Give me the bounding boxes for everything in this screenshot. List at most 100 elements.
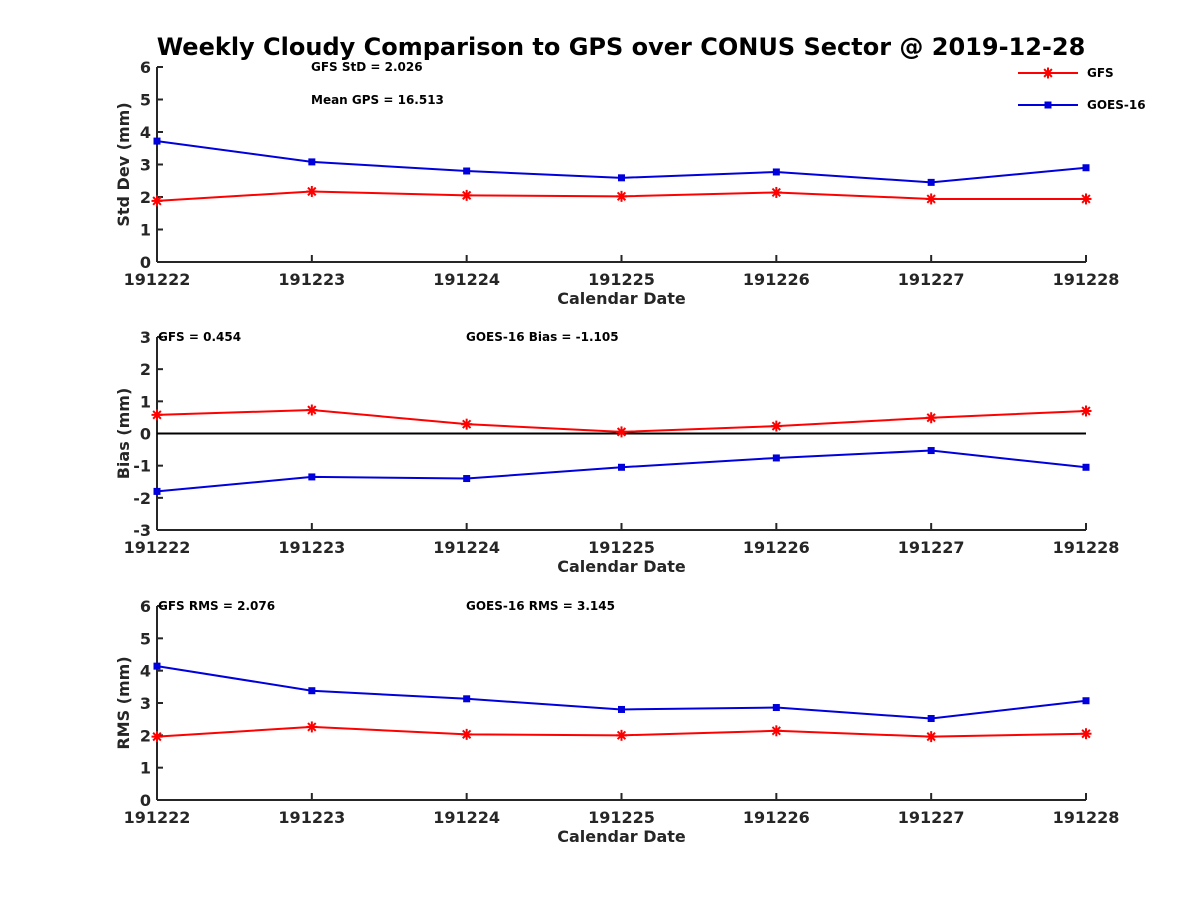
x-tick-label: 191222 [124,270,191,289]
data-point-gfs [151,195,163,207]
legend: GFS GOES-16 [1018,66,1146,112]
legend-label-gfs: GFS [1087,66,1114,80]
data-point-gfs [1080,193,1092,205]
y-tick-label: 1 [140,221,151,240]
data-point-gfs-stroke [771,421,781,431]
y-tick-label: 2 [140,360,151,379]
data-point-gfs-stroke [926,732,936,742]
data-point-goes-16 [618,463,625,471]
data-point-gfs-stroke [616,191,627,201]
x-axis-label: Calendar Date [557,289,686,308]
y-tick-label: 2 [140,726,151,745]
data-point-goes-16 [463,695,471,703]
y-tick-label: 4 [140,123,151,142]
y-tick-label: 6 [140,58,151,77]
data-point-gfs [306,404,318,416]
data-point-gfs [151,409,163,421]
x-tick-label: 191223 [278,538,345,557]
data-point-gfs-stroke [1081,194,1091,204]
x-tick-label: 191226 [743,538,810,557]
data-point-goes-16 [772,454,780,462]
data-point-goes-16 [153,487,161,495]
x-tick-label: 191222 [124,808,191,827]
data-point-goes-16 [618,705,625,713]
data-point-gfs-stroke [771,726,781,736]
y-tick-label: 3 [140,328,151,347]
x-tick-label: 191224 [433,538,500,557]
data-point-gfs-stroke [152,196,162,206]
y-tick-label: 0 [140,253,151,272]
data-point-gfs-stroke [307,405,317,415]
data-point-goes-16 [308,687,316,695]
data-point-gfs [616,426,627,438]
y-tick-label: 5 [140,91,151,110]
series-line-goes-16 [156,449,1087,493]
data-point-goes-16 [463,167,471,175]
annotation: Mean GPS = 16.513 [311,93,444,107]
x-tick-label: 191228 [1053,270,1120,289]
chart-title: Weekly Cloudy Comparison to GPS over CON… [157,33,1086,61]
data-point-gfs [925,193,937,205]
y-axis-label: RMS (mm) [114,656,133,749]
data-point-goes-16 [772,704,780,712]
y-tick-label: 1 [140,759,151,778]
data-point-gfs [461,728,473,740]
data-point-gfs [306,185,318,197]
data-point-gfs [461,418,473,430]
data-point-gfs [151,731,163,743]
y-tick-label: 6 [140,597,151,616]
data-point-gfs [1080,728,1092,740]
data-point-gfs-stroke [616,730,627,740]
x-tick-label: 191223 [278,808,345,827]
annotation: GOES-16 Bias = -1.105 [466,330,619,344]
data-point-gfs-stroke [462,729,472,739]
legend-marker-gfs [1042,67,1054,79]
y-tick-label: -3 [133,521,151,540]
data-point-gfs [770,725,782,737]
data-point-goes-16 [463,475,471,483]
subplot-3: 0 1 2 3 4 5 6 191222 191223 191224 191225 191226 191… [114,597,1119,846]
y-tick-label: 5 [140,629,151,648]
annotation: GOES-16 RMS = 3.145 [466,599,615,613]
annotation: GFS RMS = 2.076 [158,599,275,613]
data-point-goes-16 [1082,164,1090,172]
y-tick-label: 0 [140,791,151,810]
x-tick-label: 191227 [898,538,965,557]
x-tick-label: 191225 [588,538,655,557]
data-point-gfs [461,189,473,201]
data-point-goes-16 [153,137,161,145]
x-tick-label: 191222 [124,538,191,557]
x-tick-label: 191223 [278,270,345,289]
x-tick-label: 191226 [743,808,810,827]
x-tick-label: 191225 [588,270,655,289]
data-point-gfs [1080,405,1092,417]
x-tick-label: 191226 [743,270,810,289]
data-point-goes-16 [927,447,935,455]
data-point-gfs [925,412,937,424]
data-point-gfs [616,729,627,741]
data-point-goes-16 [927,715,935,723]
data-point-goes-16 [618,174,625,182]
y-tick-label: 4 [140,662,151,681]
x-tick-label: 191224 [433,270,500,289]
data-point-gfs-stroke [307,186,317,197]
y-tick-label: 1 [140,392,151,411]
data-point-gfs-stroke [462,190,472,200]
data-point-goes-16 [308,158,316,166]
data-point-goes-16 [927,178,935,186]
data-point-goes-16 [308,473,316,481]
data-point-goes-16 [772,168,780,176]
data-point-goes-16 [1082,697,1090,705]
legend-label-goes-16: GOES-16 [1087,98,1146,112]
y-tick-label: -2 [133,489,151,508]
x-axis-label: Calendar Date [557,827,686,846]
data-point-gfs-stroke [616,427,627,437]
data-point-gfs [770,186,782,198]
data-point-gfs [616,190,627,202]
data-point-gfs [306,721,318,733]
y-tick-label: -1 [133,457,151,476]
x-tick-label: 191225 [588,808,655,827]
data-point-goes-16 [1082,463,1090,471]
subplot-1: 0 1 2 3 4 5 6 191222 191223 191224 191225 191226 191… [114,58,1119,308]
